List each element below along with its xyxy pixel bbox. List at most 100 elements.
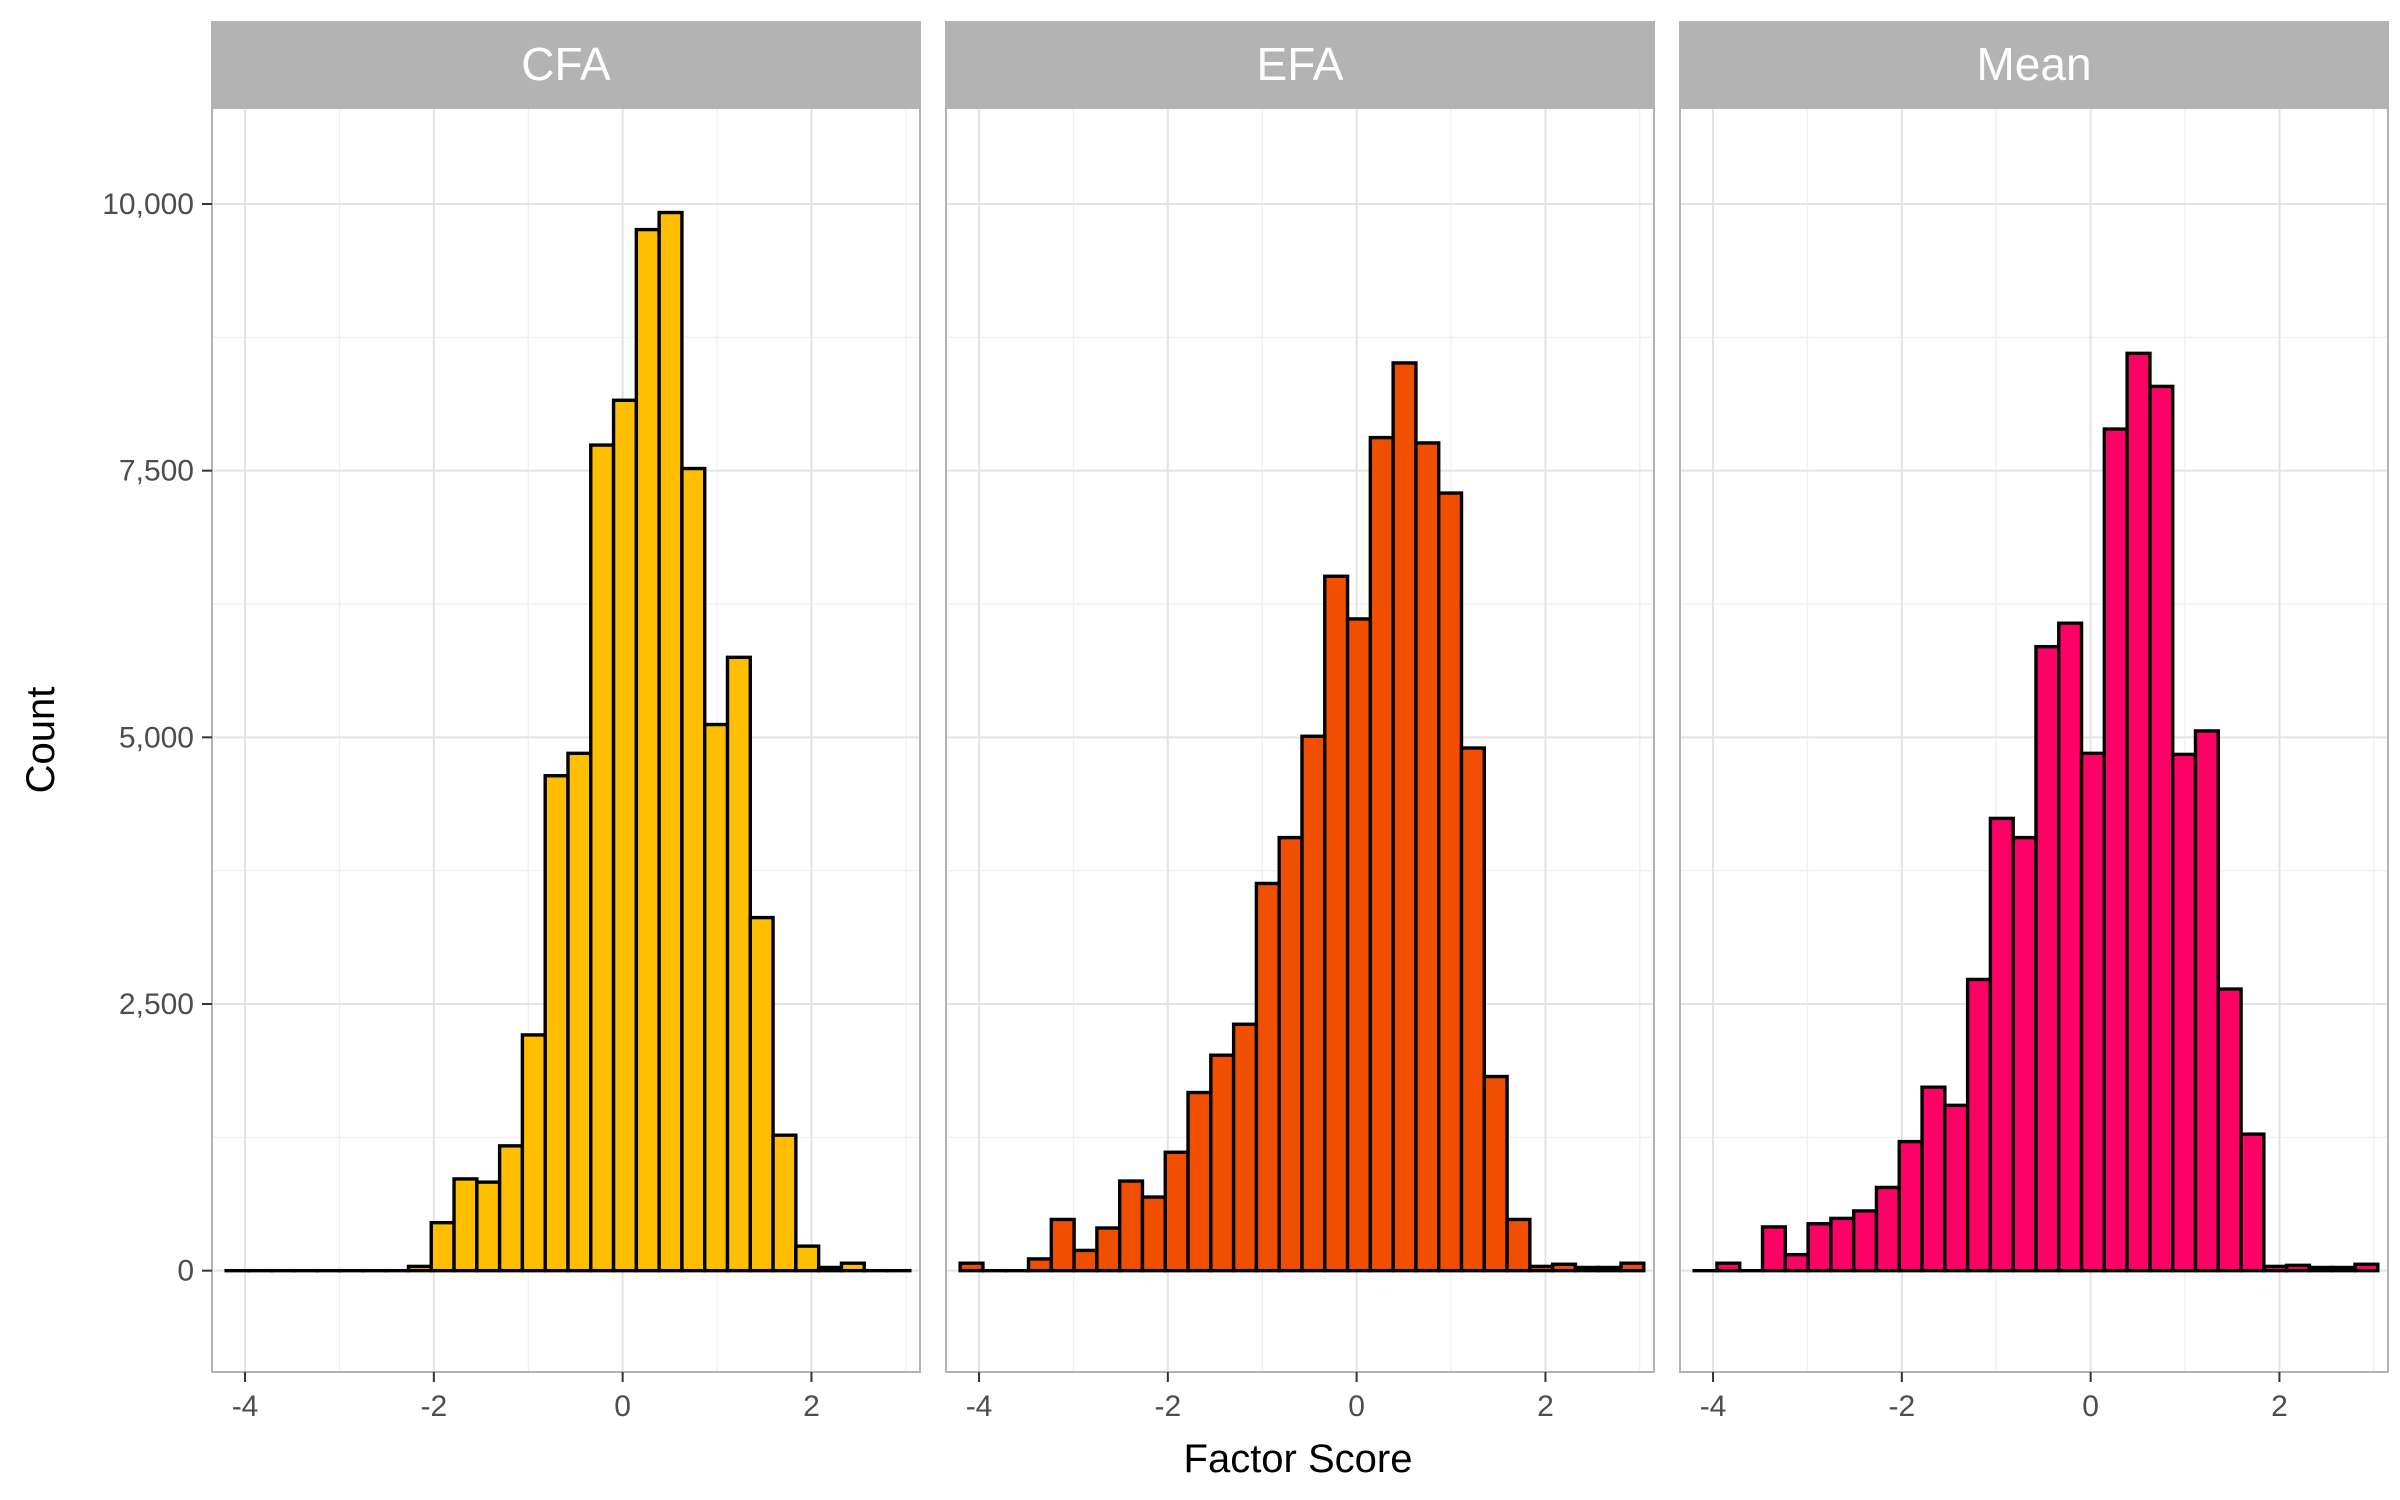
- histogram-bar: [1829, 1216, 1856, 1273]
- x-tick-label: -4: [966, 1390, 993, 1423]
- histogram-bar: [1414, 441, 1441, 1273]
- histogram-bar: [1368, 435, 1395, 1273]
- histogram-bar: [1920, 1085, 1947, 1273]
- x-tick-label: -2: [420, 1390, 447, 1423]
- facet-strip-label: CFA: [521, 38, 611, 90]
- histogram-bar: [2330, 1265, 2357, 1273]
- x-tick-label: 2: [2271, 1390, 2288, 1423]
- histogram-bar: [452, 1177, 479, 1273]
- panel-border: [1679, 107, 2389, 1373]
- histogram-bar: [816, 1265, 844, 1273]
- histogram-bar: [1482, 1074, 1509, 1273]
- histogram-bar: [406, 1264, 433, 1273]
- x-tick-label: 0: [2082, 1390, 2099, 1423]
- histogram-bar: [2171, 752, 2198, 1273]
- x-axis-title: Factor Score: [1184, 1437, 1413, 1481]
- histogram-bar: [1095, 1226, 1122, 1273]
- histogram-bar: [2284, 1263, 2312, 1273]
- x-tick-label: 2: [1537, 1390, 1554, 1423]
- histogram-bar: [543, 774, 570, 1273]
- histogram-bar: [2239, 1132, 2266, 1273]
- histogram-bar: [1851, 1209, 1879, 1273]
- histogram-bar: [680, 466, 707, 1273]
- histogram-bar: [725, 655, 752, 1273]
- histogram-bar: [429, 1220, 456, 1273]
- histogram-bar: [2034, 644, 2061, 1273]
- histogram-bar: [1528, 1264, 1555, 1273]
- panel-cfa: CFA -4 -2 0 2: [211, 21, 921, 1423]
- histogram-bar: [497, 1144, 525, 1273]
- facet-strip: [945, 21, 1655, 107]
- panel-efa: EFA -4 -2 0 2: [945, 21, 1655, 1423]
- histogram-bar: [634, 227, 661, 1273]
- panel-mean: Mean -4 -2 0 2: [1679, 21, 2389, 1423]
- x-tick-label: -2: [1888, 1390, 1915, 1423]
- x-tick-label: 2: [803, 1390, 820, 1423]
- panel-border: [945, 107, 1655, 1373]
- histogram-bar: [2057, 621, 2084, 1273]
- facet-strip: [211, 21, 921, 107]
- facet-strip: [1679, 21, 2389, 107]
- histogram-bar: [1806, 1222, 1833, 1273]
- histogram-bar: [2262, 1264, 2289, 1273]
- histogram-bar: [1117, 1179, 1145, 1273]
- facet-strip-label: EFA: [1257, 38, 1344, 90]
- histogram-bar: [1715, 1261, 1742, 1273]
- histogram-bar: [1209, 1053, 1236, 1273]
- y-tick-label: 5,000: [119, 721, 194, 754]
- histogram-bar: [589, 443, 616, 1273]
- panel-border: [211, 107, 921, 1373]
- histogram-bar: [2125, 351, 2152, 1273]
- histogram-bar: [1988, 816, 2015, 1273]
- histogram-bar: [2102, 427, 2129, 1273]
- histogram-bar: [1300, 734, 1327, 1273]
- histogram-bar: [1391, 361, 1418, 1273]
- histogram-bar: [1163, 1150, 1190, 1273]
- x-tick-label: -2: [1154, 1390, 1181, 1423]
- histogram-bar: [2148, 384, 2175, 1273]
- histogram-bar: [1573, 1265, 1600, 1273]
- histogram-bar: [748, 915, 775, 1273]
- histogram-bar: [1783, 1252, 1810, 1273]
- histogram-bar: [1140, 1195, 1167, 1273]
- histogram-bar: [839, 1261, 866, 1273]
- histogram-bar: [2011, 835, 2038, 1273]
- histogram-bar: [1619, 1261, 1646, 1273]
- histogram-bar: [958, 1261, 985, 1273]
- histogram-bar: [1760, 1225, 1788, 1273]
- histogram-bar: [1277, 835, 1304, 1273]
- y-tick-label: 10,000: [102, 188, 194, 221]
- histogram-bar: [1049, 1217, 1076, 1273]
- y-tick-label: 0: [177, 1255, 194, 1288]
- histogram-bar: [520, 1033, 547, 1273]
- panels-layer: CFA -4 -2 0 2 EFA -4 -2 0 2 Mean -4 -2 0 2: [211, 21, 2389, 1423]
- histogram-bar: [1596, 1265, 1623, 1273]
- x-tick-label: -4: [232, 1390, 259, 1423]
- histogram-bar: [475, 1180, 502, 1273]
- histogram-bar: [1505, 1217, 1532, 1273]
- x-tick-label: 0: [1348, 1390, 1365, 1423]
- histogram-bar: [657, 210, 684, 1273]
- histogram-bar: [1231, 1022, 1259, 1273]
- facet-strip-label: Mean: [1976, 38, 2091, 90]
- histogram-bar: [1026, 1257, 1054, 1273]
- histogram-bar: [2079, 751, 2107, 1273]
- histogram-bar: [794, 1244, 821, 1273]
- x-tick-label: -4: [1700, 1390, 1727, 1423]
- histogram-bar: [1345, 617, 1373, 1273]
- y-tick-label: 7,500: [119, 455, 194, 488]
- x-tick-label: 0: [614, 1390, 631, 1423]
- histogram-bar: [611, 398, 639, 1273]
- histogram-bar: [566, 751, 593, 1273]
- histogram-bar: [2193, 729, 2220, 1273]
- histogram-bar: [1323, 574, 1350, 1273]
- y-axis: 0 2,500 5,000 7,500 10,000: [102, 188, 212, 1288]
- histogram-bar: [771, 1133, 798, 1273]
- histogram-bar: [2353, 1262, 2380, 1273]
- histogram-bar: [1965, 977, 1993, 1273]
- histogram-bar: [1437, 491, 1464, 1273]
- histogram-bar: [703, 722, 730, 1273]
- histogram-bar: [1459, 746, 1486, 1273]
- y-axis-title: Count: [19, 687, 63, 794]
